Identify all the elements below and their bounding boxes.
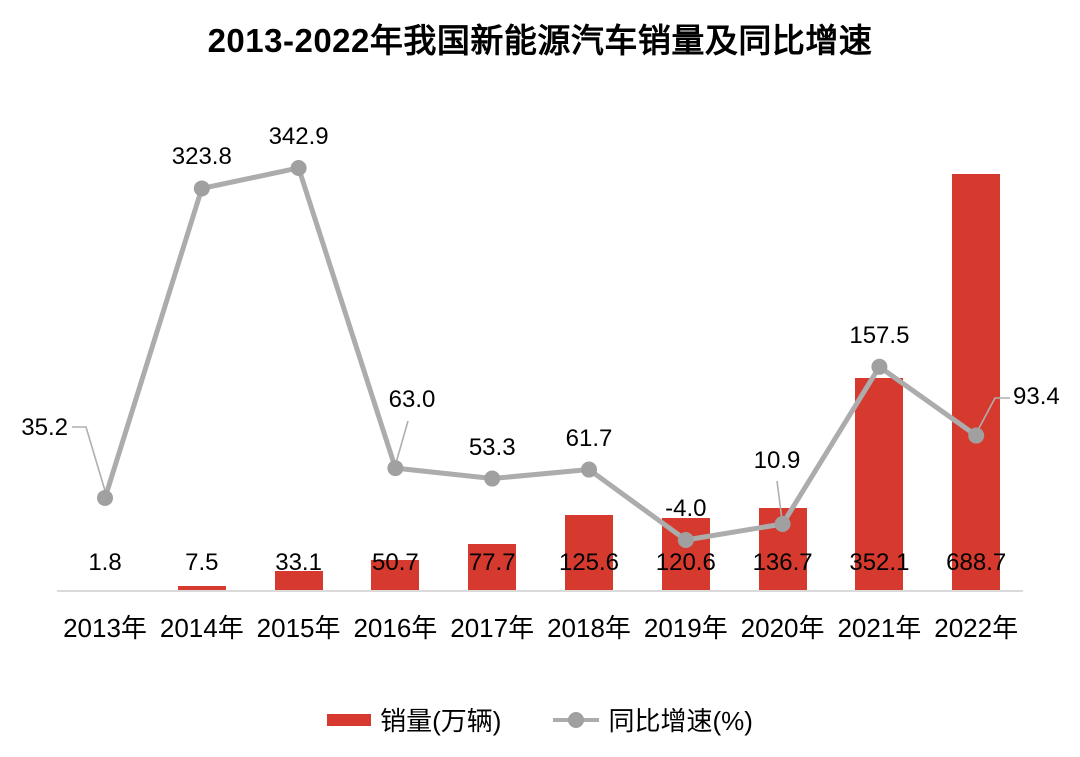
legend-item-growth: 同比增速(%) <box>553 701 753 738</box>
x-axis-label-2021年: 2021年 <box>837 613 922 643</box>
legend: 销量(万辆) 同比增速(%) <box>0 701 1080 738</box>
line-point-2016年 <box>387 460 404 477</box>
bar-2015年 <box>274 570 323 591</box>
growth-line <box>102 165 978 543</box>
sales-value-label-2018年: 125.6 <box>558 549 620 576</box>
growth-value-label-2013年: 35.2 <box>21 414 68 441</box>
x-axis-label-2020年: 2020年 <box>740 613 825 643</box>
growth-value-label-2018年: 61.7 <box>565 424 613 452</box>
line-point-2014年 <box>193 180 210 197</box>
sales-value-label-2014年: 7.5 <box>185 549 219 576</box>
x-axis-label-2016年: 2016年 <box>353 613 438 643</box>
growth-value-label-2021年: 157.5 <box>849 321 910 349</box>
growth-value-label-2015年: 342.9 <box>268 122 329 150</box>
x-axis-label-2018年: 2018年 <box>547 613 631 643</box>
growth-value-label-2019年: -4.0 <box>665 494 707 522</box>
x-axis-label-2013年: 2013年 <box>63 613 147 643</box>
growth-value-label-2020年: 10.9 <box>753 447 801 474</box>
legend-growth-label: 同比增速(%) <box>608 706 753 736</box>
growth-line-swatch-icon <box>553 711 600 728</box>
x-axis-label-2017年: 2017年 <box>450 613 535 643</box>
x-axis-label-2015年: 2015年 <box>256 613 341 643</box>
line-point-2017年 <box>484 470 501 487</box>
bar-2016年 <box>371 560 420 591</box>
sales-value-label-2015年: 33.1 <box>275 549 322 576</box>
label-leader-line <box>395 420 409 464</box>
sales-bar-swatch-icon <box>327 713 372 726</box>
x-axis-label-2022年: 2022年 <box>934 613 1019 643</box>
sales-value-label-2021年: 352.1 <box>849 549 910 576</box>
line-point-2018年 <box>581 461 597 478</box>
label-leader-line <box>72 426 107 495</box>
legend-sales-label: 销量(万辆) <box>380 706 502 736</box>
sales-value-label-2022年: 688.7 <box>946 549 1007 576</box>
bar-2017年 <box>468 543 517 591</box>
chart-title: 2013-2022年我国新能源汽车销量及同比增速 <box>207 22 873 59</box>
growth-value-label-2017年: 53.3 <box>468 433 516 461</box>
growth-value-label-2016年: 63.0 <box>388 386 436 413</box>
bar-2022年 <box>952 173 1001 591</box>
line-point-2013年 <box>97 489 113 506</box>
line-point-2021年 <box>871 358 888 375</box>
legend-item-sales: 销量(万辆) <box>327 701 501 738</box>
x-axis-label-2019年: 2019年 <box>643 613 728 643</box>
sales-value-label-2019年: 120.6 <box>655 549 716 576</box>
growth-value-label-2022年: 93.4 <box>1013 383 1060 410</box>
growth-value-label-2014年: 323.8 <box>171 143 232 171</box>
x-axis-line <box>57 590 1023 592</box>
line-point-2015年 <box>290 159 307 176</box>
sales-value-label-2013年: 1.8 <box>88 549 122 576</box>
sales-value-label-2017年: 77.7 <box>468 549 516 576</box>
bar-2014年 <box>177 586 226 591</box>
sales-value-label-2016年: 50.7 <box>372 549 419 576</box>
x-axis-label-2014年: 2014年 <box>159 613 244 643</box>
sales-value-label-2020年: 136.7 <box>752 549 813 576</box>
